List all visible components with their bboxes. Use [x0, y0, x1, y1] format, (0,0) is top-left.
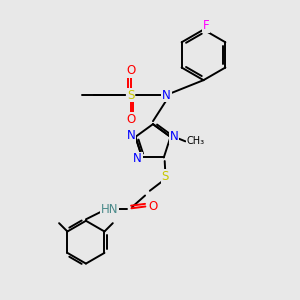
- Text: CH₃: CH₃: [187, 136, 205, 146]
- Text: F: F: [202, 19, 209, 32]
- Text: O: O: [126, 64, 135, 77]
- Text: N: N: [127, 129, 135, 142]
- Text: N: N: [170, 130, 178, 143]
- Text: O: O: [126, 113, 135, 126]
- Text: S: S: [162, 170, 169, 183]
- Text: N: N: [133, 152, 142, 166]
- Text: HN: HN: [101, 203, 118, 216]
- Text: O: O: [148, 200, 157, 213]
- Text: S: S: [127, 88, 134, 101]
- Text: N: N: [162, 88, 171, 101]
